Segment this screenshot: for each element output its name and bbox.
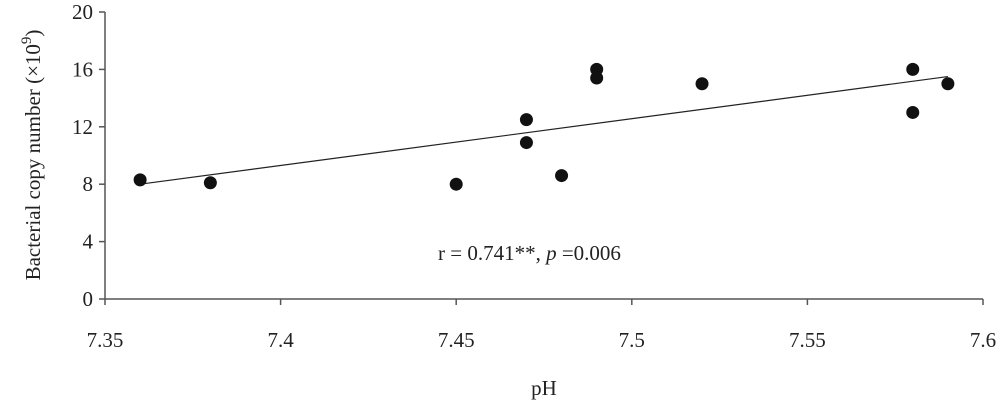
x-tick-label: 7.55: [789, 328, 826, 352]
data-point: [203, 176, 217, 190]
data-point: [941, 77, 955, 91]
data-point: [590, 71, 604, 85]
y-tick-label: 8: [83, 172, 94, 196]
data-point: [519, 136, 533, 150]
data-points: [133, 62, 955, 191]
data-point: [449, 177, 463, 191]
y-ticks: 0 4 8 12 16 20: [72, 0, 105, 311]
x-tick-label: 7.6: [970, 328, 996, 352]
data-point: [906, 105, 920, 119]
data-point: [519, 113, 533, 127]
data-point: [695, 77, 709, 91]
data-point: [555, 169, 569, 183]
correlation-annotation: r = 0.741**, p =0.006: [438, 241, 621, 265]
x-tick-label: 7.5: [619, 328, 645, 352]
x-ticks: 7.35 7.4 7.45 7.5 7.55 7.6: [87, 299, 996, 352]
annotation-p-italic: p: [544, 241, 557, 265]
y-axis-title: Bacterial copy number (×109): [19, 30, 45, 281]
x-tick-label: 7.4: [267, 328, 294, 352]
y-axis-title-exponent: 9: [19, 37, 35, 45]
x-tick-label: 7.35: [87, 328, 124, 352]
y-tick-label: 20: [72, 0, 93, 24]
x-tick-label: 7.45: [438, 328, 475, 352]
y-tick-label: 4: [83, 230, 94, 254]
data-point: [906, 62, 920, 76]
data-point: [133, 173, 147, 187]
y-tick-label: 0: [83, 287, 94, 311]
y-tick-label: 12: [72, 115, 93, 139]
x-axis-title: pH: [531, 376, 557, 400]
y-tick-label: 16: [72, 57, 93, 81]
trend-line: [140, 75, 948, 185]
